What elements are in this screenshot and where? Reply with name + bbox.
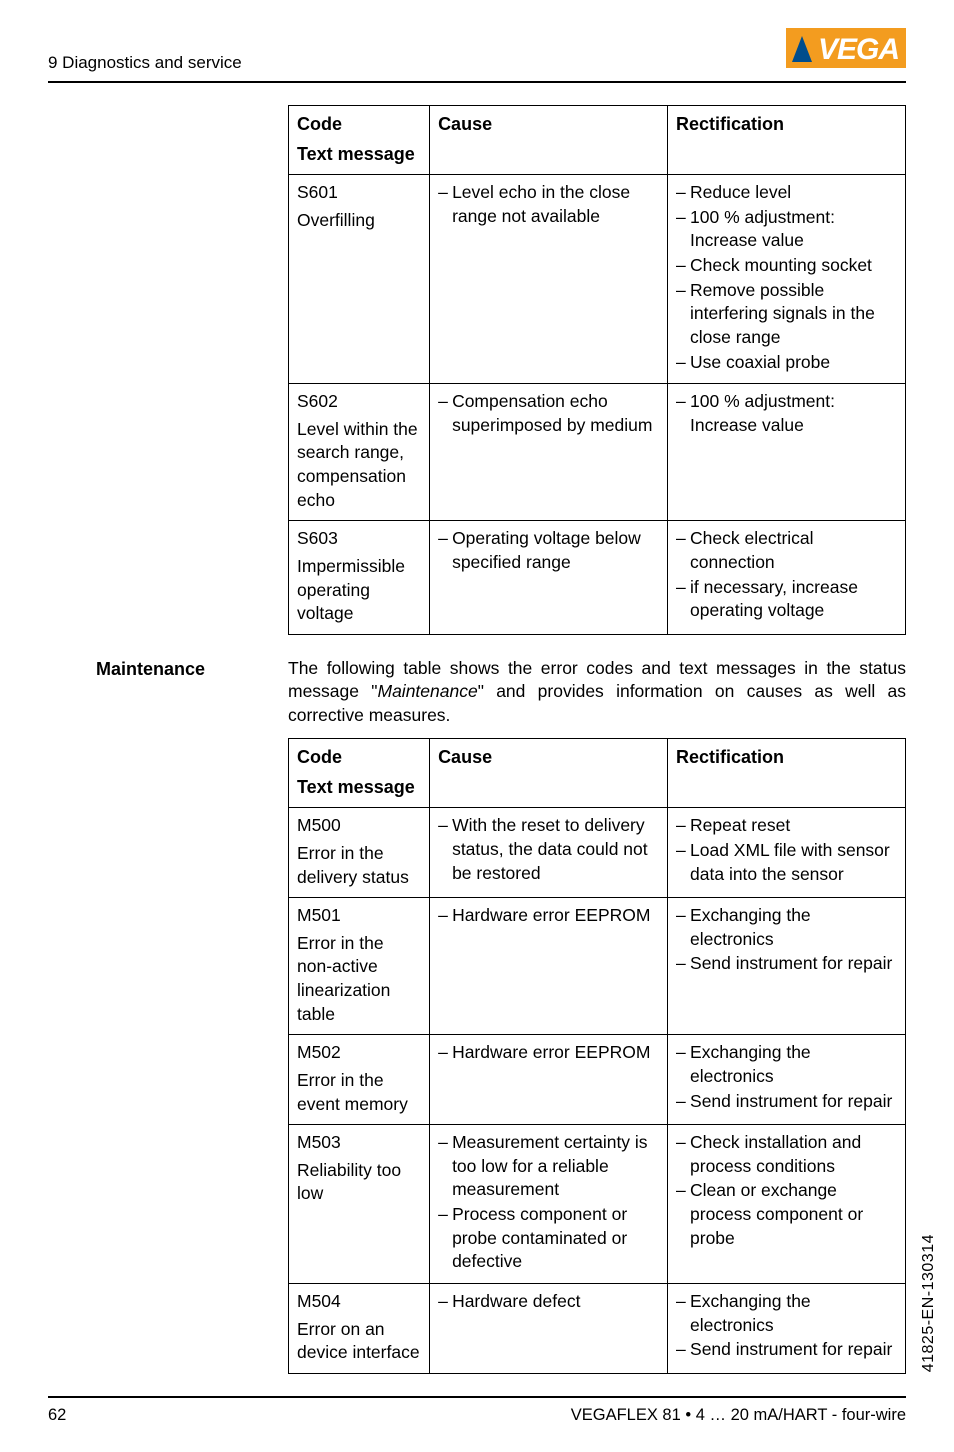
code-id: S602 bbox=[297, 390, 421, 414]
list-item: Operating voltage below specified range bbox=[438, 527, 659, 574]
code-id: S601 bbox=[297, 181, 421, 205]
list-item: 100 % adjustment: Increase value bbox=[676, 206, 897, 253]
maintenance-heading: Maintenance bbox=[96, 657, 205, 681]
list-item: Use coaxial probe bbox=[676, 351, 897, 375]
list-item: Exchanging the electronics bbox=[676, 904, 897, 951]
svg-text:VEGA: VEGA bbox=[818, 33, 899, 66]
error-codes-table-out-of-spec: Code Text message Cause Rectification S6… bbox=[288, 105, 906, 635]
code-text: Error in the non-active linearization ta… bbox=[297, 932, 421, 1027]
list-item: Remove possible interfering signals in t… bbox=[676, 279, 897, 350]
code-text: Impermissible operating voltage bbox=[297, 555, 421, 626]
code-text: Error on an device interface bbox=[297, 1318, 421, 1365]
list-item: Process component or probe contaminated … bbox=[438, 1203, 659, 1274]
table-row: M501 Error in the non-active linearizatio… bbox=[289, 898, 906, 1035]
th-code: Code bbox=[297, 747, 342, 767]
code-id: S603 bbox=[297, 527, 421, 551]
bottom-divider bbox=[48, 1396, 906, 1398]
list-item: Exchanging the electronics bbox=[676, 1041, 897, 1088]
th-text-message: Text message bbox=[297, 142, 421, 166]
table-row: M503 Reliability too low Measurement certa… bbox=[289, 1125, 906, 1284]
top-divider bbox=[48, 81, 906, 83]
code-id: M501 bbox=[297, 904, 421, 928]
list-item: Send instrument for repair bbox=[676, 1090, 897, 1114]
table-row: S603 Impermissible operating voltage Opera… bbox=[289, 521, 906, 635]
table-row: S602 Level within the search range, compe… bbox=[289, 384, 906, 521]
list-item: Send instrument for repair bbox=[676, 1338, 897, 1362]
list-item: 100 % adjustment: Increase value bbox=[676, 390, 897, 437]
doc-reference: VEGAFLEX 81 • 4 … 20 mA/HART - four-wire bbox=[571, 1404, 906, 1426]
maintenance-paragraph: The following table shows the error code… bbox=[288, 657, 906, 728]
list-item: Hardware error EEPROM bbox=[438, 904, 659, 928]
code-id: M502 bbox=[297, 1041, 421, 1065]
code-id: M503 bbox=[297, 1131, 421, 1155]
th-rectification: Rectification bbox=[668, 105, 906, 175]
list-item: Hardware defect bbox=[438, 1290, 659, 1314]
side-doc-code: 41825-EN-130314 bbox=[918, 1234, 940, 1372]
th-rectification: Rectification bbox=[668, 738, 906, 808]
list-item: Hardware error EEPROM bbox=[438, 1041, 659, 1065]
list-item: Compensation echo superimposed by medium bbox=[438, 390, 659, 437]
code-text: Overfilling bbox=[297, 209, 421, 233]
section-heading: 9 Diagnostics and service bbox=[48, 52, 242, 75]
list-item: Clean or exchange process component or p… bbox=[676, 1179, 897, 1250]
th-cause: Cause bbox=[430, 105, 668, 175]
table-row: M502 Error in the event memory Hardware er… bbox=[289, 1035, 906, 1125]
th-code: Code bbox=[297, 114, 342, 134]
code-text: Reliability too low bbox=[297, 1159, 421, 1206]
table-row: M504 Error on an device interface Hardware… bbox=[289, 1283, 906, 1373]
list-item: Level echo in the close range not availa… bbox=[438, 181, 659, 228]
list-item: Send instrument for repair bbox=[676, 952, 897, 976]
list-item: Reduce level bbox=[676, 181, 897, 205]
list-item: Check electrical connection bbox=[676, 527, 897, 574]
page-number: 62 bbox=[48, 1404, 66, 1426]
th-cause: Cause bbox=[430, 738, 668, 808]
error-codes-table-maintenance: Code Text message Cause Rectification M5… bbox=[288, 738, 906, 1374]
table-row: S601 Overfilling Level echo in the close r… bbox=[289, 175, 906, 384]
list-item: Exchanging the electronics bbox=[676, 1290, 897, 1337]
code-id: M504 bbox=[297, 1290, 421, 1314]
list-item: Check mounting socket bbox=[676, 254, 897, 278]
code-text: Error in the event memory bbox=[297, 1069, 421, 1116]
list-item: Check installation and process condition… bbox=[676, 1131, 897, 1178]
list-item: Measurement certainty is too low for a r… bbox=[438, 1131, 659, 1202]
list-item: Load XML file with sensor data into the … bbox=[676, 839, 897, 886]
vega-logo: VEGA bbox=[786, 28, 906, 75]
table-row: M500 Error in the delivery status With the… bbox=[289, 808, 906, 898]
list-item: With the reset to delivery status, the d… bbox=[438, 814, 659, 885]
code-id: M500 bbox=[297, 814, 421, 838]
list-item: if necessary, increase operating voltage bbox=[676, 576, 897, 623]
th-text-message: Text message bbox=[297, 775, 421, 799]
list-item: Repeat reset bbox=[676, 814, 897, 838]
code-text: Error in the delivery status bbox=[297, 842, 421, 889]
code-text: Level within the search range, compensat… bbox=[297, 418, 421, 513]
